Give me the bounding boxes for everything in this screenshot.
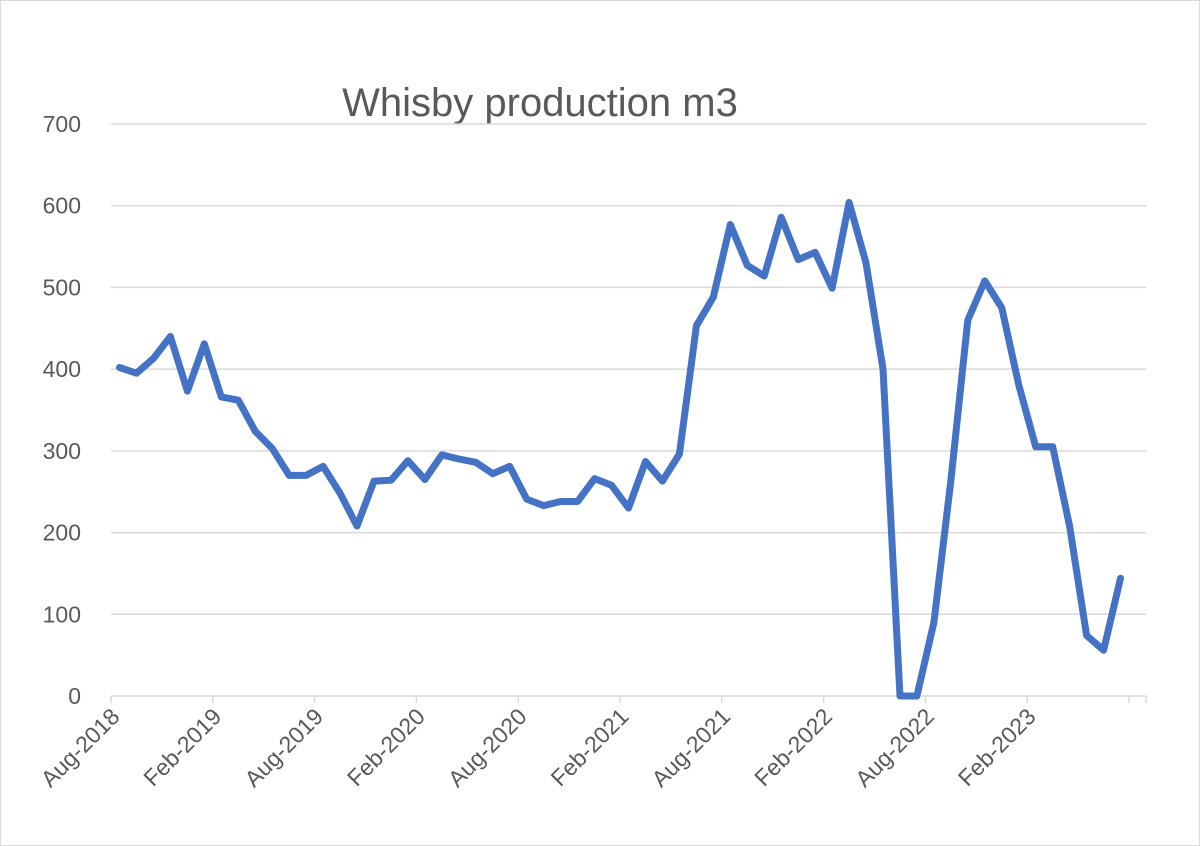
y-axis-ticks: 0 100 200 300 400 500 600 700 [43,111,81,709]
x-tick-label: Aug-2021 [646,703,735,792]
x-tick-label: Aug-2020 [443,703,532,792]
y-tick-label: 600 [43,193,81,219]
y-tick-label: 700 [43,111,81,137]
y-tick-label: 400 [43,356,81,382]
x-tick-label: Feb-2022 [749,703,837,791]
x-tick-label: Feb-2019 [138,703,226,791]
y-tick-label: 0 [68,683,81,709]
y-tick-label: 300 [43,438,81,464]
series-line-0 [116,198,1124,700]
chart-title: Whisby production m3 [342,81,738,125]
x-axis [110,695,1147,703]
series-group [116,198,1124,700]
x-tick-label: Aug-2018 [36,703,125,792]
gridlines [111,123,1146,616]
x-tick-label: Feb-2021 [546,703,634,791]
y-tick-label: 100 [43,601,81,627]
x-tick-label: Aug-2022 [850,703,939,792]
y-tick-label: 200 [43,520,81,546]
x-tick-label: Feb-2020 [342,703,430,791]
x-tick-label: Feb-2023 [953,703,1041,791]
x-tick-label: Aug-2019 [239,703,328,792]
x-axis-ticks: Aug-2018 Feb-2019 Aug-2019 Feb-2020 Aug-2020… [36,703,1041,792]
y-tick-label: 500 [43,274,81,300]
